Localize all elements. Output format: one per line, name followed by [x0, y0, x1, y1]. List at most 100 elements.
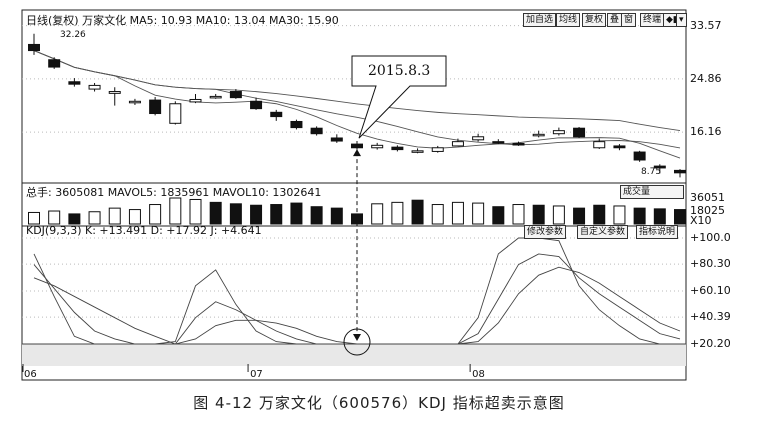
candle-body-4 [108, 91, 121, 94]
moving-averages [33, 50, 681, 159]
volume-bar-17 [371, 203, 384, 225]
kdj-button-0[interactable]: 修改参数 [524, 225, 567, 239]
callout-arrow-down [353, 334, 361, 341]
candle-body-26 [552, 130, 565, 135]
volume-bar-32 [674, 209, 686, 225]
candle-body-5 [128, 100, 141, 104]
toolbar-button-0[interactable]: 加自选 [523, 13, 557, 27]
candlesticks [28, 33, 686, 178]
candle-body-22 [472, 136, 485, 141]
callout-label: 2015.8.3 [368, 63, 431, 79]
callout-box [351, 55, 447, 139]
candle-body-7 [169, 103, 182, 124]
kdj-button-2[interactable]: 指标说明 [636, 225, 679, 239]
low-price-marker: 8.75 [641, 167, 662, 177]
volume-bar-31 [653, 208, 666, 225]
candle-body-28 [593, 141, 606, 149]
high-price-marker: 32.26 [60, 30, 86, 40]
candle-body-32 [674, 169, 686, 174]
volume-bar-4 [108, 207, 121, 225]
toolbar-button-1[interactable]: 均线 [556, 13, 581, 27]
volume-bar-12 [270, 204, 283, 225]
volume-bar-19 [411, 199, 424, 225]
price-tick-1: 24.86 [690, 71, 722, 85]
price-tick-2: 16.16 [690, 125, 722, 139]
volume-bar-25 [532, 204, 545, 225]
volume-bar-29 [613, 205, 626, 225]
volume-bar-11 [250, 204, 263, 225]
toolbar-button-3[interactable]: 叠 [607, 13, 623, 27]
candle-body-13 [290, 120, 303, 129]
candle-body-30 [633, 151, 646, 161]
month-label-0: 06 [24, 369, 37, 380]
volume-bar-30 [633, 207, 646, 225]
candle-body-18 [391, 146, 404, 151]
volume-tick-0: 36051 [690, 191, 725, 204]
candle-body-31 [653, 165, 666, 169]
kdj-j-line [33, 237, 680, 345]
candle-body-8 [189, 98, 202, 103]
volume-bar-23 [492, 206, 505, 225]
volume-bar-24 [512, 204, 525, 225]
figure-caption: 图 4-12 万家文化（600576）KDJ 指标超卖示意图 [193, 394, 565, 412]
volume-button[interactable]: 成交量 [620, 185, 684, 199]
candle-body-0 [28, 43, 40, 52]
candle-body-2 [68, 81, 81, 85]
candle-body-14 [310, 127, 323, 135]
toolbar-button-2[interactable]: 复权 [582, 13, 607, 27]
candle-body-24 [512, 142, 525, 146]
candle-body-25 [532, 133, 545, 137]
candle-body-20 [431, 147, 444, 152]
volume-bar-5 [128, 209, 141, 225]
candle-body-17 [371, 144, 384, 149]
volume-bar-0 [28, 211, 40, 225]
kdj-tick-0: +100.0 [690, 231, 731, 244]
price-tick-0: 33.57 [690, 18, 722, 32]
kdj-tick-1: +80.30 [690, 257, 731, 271]
candle-body-16 [351, 143, 363, 149]
candle-body-23 [492, 141, 505, 144]
volume-tick-2: X10 [690, 214, 712, 227]
candle-body-3 [88, 84, 101, 90]
candle-body-10 [229, 91, 242, 99]
candle-body-11 [250, 100, 263, 110]
callout-annotation [343, 55, 447, 356]
ma30-line [33, 50, 681, 131]
toolbar-button-4[interactable]: 窗 [621, 13, 637, 27]
candle-body-27 [573, 127, 586, 138]
volume-bar-28 [593, 204, 606, 225]
month-label-2: 08 [472, 369, 485, 380]
volume-bar-8 [189, 198, 202, 225]
candle-body-21 [451, 141, 464, 147]
volume-bar-13 [290, 202, 303, 225]
volume-bar-9 [209, 201, 222, 225]
volume-bar-18 [391, 201, 404, 225]
oversold-circle [343, 328, 371, 356]
callout-arrow-up [353, 149, 361, 157]
kdj-button-1[interactable]: 自定义参数 [577, 225, 629, 239]
month-label-1: 07 [250, 369, 263, 380]
kdj-tick-2: +60.10 [690, 284, 731, 297]
ma5-line [33, 50, 681, 159]
candle-body-6 [149, 99, 162, 115]
toolbar-button-5[interactable]: 终端 [640, 13, 665, 27]
volume-header: 总手: 3605081 MAVOL5: 1835961 MAVOL10: 130… [26, 186, 322, 199]
kdj-header: KDJ(9,3,3) K: +13.491 D: +17.92 J: +4.64… [26, 224, 262, 237]
volume-bar-2 [68, 213, 81, 225]
volume-bars [28, 197, 686, 225]
volume-bar-20 [431, 204, 444, 225]
candle-body-15 [330, 137, 343, 142]
kdj-tick-4: +20.20 [690, 337, 731, 350]
volume-bar-7 [169, 197, 182, 225]
candle-body-12 [270, 111, 283, 118]
volume-bar-21 [451, 201, 464, 225]
volume-bar-15 [330, 207, 343, 225]
toolbar-button-7[interactable]: ▾ [676, 13, 687, 27]
volume-bar-26 [552, 205, 565, 225]
volume-bar-1 [48, 210, 61, 225]
volume-bar-22 [472, 202, 485, 225]
volume-bar-27 [573, 207, 586, 225]
price-header: 日线(复权) 万家文化 MA5: 10.93 MA10: 13.04 MA30:… [26, 14, 339, 27]
volume-bar-3 [88, 211, 101, 225]
